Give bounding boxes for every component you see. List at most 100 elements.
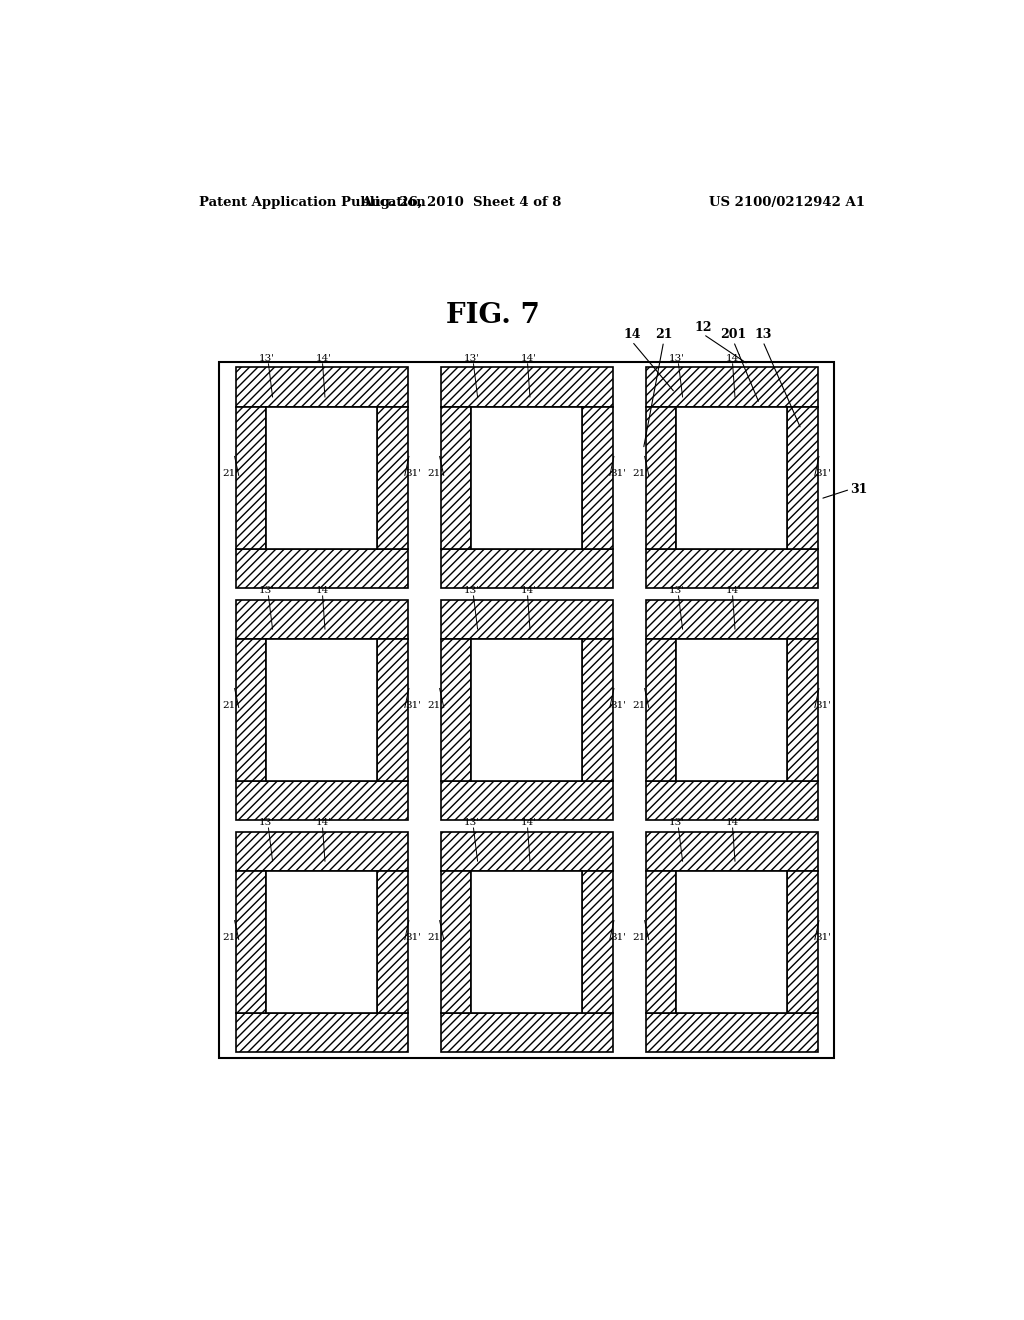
Text: 21': 21' <box>428 933 443 941</box>
Bar <box>646 367 818 407</box>
Bar <box>646 639 677 780</box>
Bar <box>511 539 543 578</box>
Text: 14': 14' <box>520 586 537 595</box>
Bar <box>236 367 408 407</box>
Text: 31': 31' <box>815 701 830 710</box>
Bar <box>236 780 408 820</box>
Text: 13': 13' <box>464 818 479 826</box>
Text: 14': 14' <box>726 586 741 595</box>
Bar <box>274 417 369 539</box>
Bar <box>511 376 543 417</box>
Text: 14': 14' <box>520 354 537 363</box>
Bar <box>440 832 613 871</box>
Bar <box>646 599 818 639</box>
Bar <box>511 1002 543 1043</box>
Bar <box>716 770 748 810</box>
Bar <box>653 689 685 730</box>
Text: 13': 13' <box>258 586 274 595</box>
Text: 21': 21' <box>223 701 239 710</box>
Bar <box>440 367 613 407</box>
Text: 14: 14 <box>624 329 641 342</box>
Bar <box>447 689 479 730</box>
Bar <box>655 611 685 649</box>
Bar <box>779 689 811 730</box>
Text: 21': 21' <box>223 469 239 478</box>
Bar <box>677 407 787 549</box>
Text: 13': 13' <box>669 818 684 826</box>
Bar <box>653 921 685 962</box>
Bar <box>685 417 779 539</box>
Bar <box>511 841 543 882</box>
Bar <box>440 549 613 587</box>
Text: 21': 21' <box>428 469 443 478</box>
Bar <box>716 376 748 417</box>
Bar <box>377 639 408 780</box>
Text: 31': 31' <box>610 701 626 710</box>
Text: 31: 31 <box>850 483 867 496</box>
Bar <box>716 841 748 882</box>
Bar <box>450 379 479 417</box>
Text: 14': 14' <box>315 586 332 595</box>
Text: 31': 31' <box>815 469 830 478</box>
Text: 21': 21' <box>633 933 649 941</box>
Text: 14': 14' <box>726 354 741 363</box>
Text: 31': 31' <box>610 469 626 478</box>
Text: 21': 21' <box>428 701 443 710</box>
Text: 31': 31' <box>404 469 421 478</box>
Bar <box>440 871 471 1012</box>
Bar <box>243 689 274 730</box>
Text: 14': 14' <box>315 818 332 826</box>
Bar <box>479 417 573 539</box>
Bar <box>266 639 377 780</box>
Text: 13': 13' <box>464 586 479 595</box>
Bar <box>219 362 835 1057</box>
Bar <box>646 780 818 820</box>
Bar <box>377 871 408 1012</box>
Bar <box>245 379 274 417</box>
Bar <box>646 549 818 587</box>
Text: 13': 13' <box>669 354 684 363</box>
Bar <box>236 639 266 780</box>
Bar <box>787 407 818 549</box>
Text: FIG. 7: FIG. 7 <box>446 302 540 330</box>
Text: 13': 13' <box>669 586 684 595</box>
Text: 31': 31' <box>610 933 626 941</box>
Bar <box>236 599 408 639</box>
Bar <box>369 921 400 962</box>
Bar <box>447 457 479 498</box>
Bar <box>685 649 779 770</box>
Text: 13': 13' <box>258 818 274 826</box>
Bar <box>369 457 400 498</box>
Text: 13': 13' <box>464 354 479 363</box>
Bar <box>471 871 582 1012</box>
Bar <box>236 549 408 587</box>
Bar <box>306 770 338 810</box>
Text: 31': 31' <box>815 933 830 941</box>
Text: 21': 21' <box>223 933 239 941</box>
Text: 21': 21' <box>633 469 649 478</box>
Bar <box>779 457 811 498</box>
Bar <box>377 407 408 549</box>
Text: Patent Application Publication: Patent Application Publication <box>200 195 426 209</box>
Bar <box>369 689 400 730</box>
Bar <box>479 649 573 770</box>
Text: Aug. 26, 2010  Sheet 4 of 8: Aug. 26, 2010 Sheet 4 of 8 <box>361 195 561 209</box>
Text: 12: 12 <box>694 321 712 334</box>
Bar <box>266 407 377 549</box>
Bar <box>471 407 582 549</box>
Bar <box>646 871 677 1012</box>
Bar <box>447 921 479 962</box>
Bar <box>243 457 274 498</box>
Bar <box>306 841 338 882</box>
Text: 31': 31' <box>404 933 421 941</box>
Text: 201: 201 <box>721 329 746 342</box>
Bar <box>236 407 266 549</box>
Text: 13: 13 <box>755 329 771 342</box>
Bar <box>646 832 818 871</box>
Bar <box>646 1012 818 1052</box>
Bar <box>646 407 677 549</box>
Bar <box>243 921 274 962</box>
Bar <box>716 609 748 649</box>
Bar <box>685 882 779 1002</box>
Bar <box>787 871 818 1012</box>
